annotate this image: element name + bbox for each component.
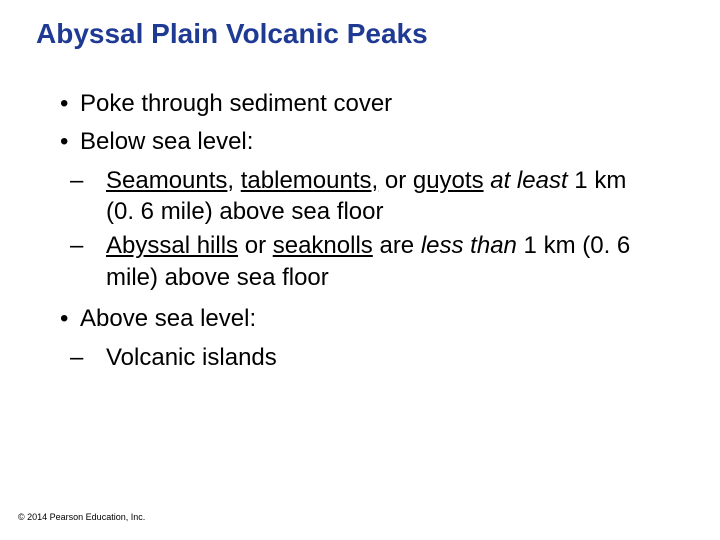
bullet-level2: –Seamounts, tablemounts, or guyots at le…	[106, 165, 684, 228]
bullet-level1: •Below sea level:	[60, 126, 684, 158]
bullet-text: Above sea level:	[80, 305, 256, 332]
text-italic: at least	[490, 167, 567, 194]
text: Volcanic islands	[106, 344, 277, 371]
bullet-dot-icon: •	[60, 303, 80, 335]
text-underline: Abyssal hills	[106, 232, 238, 259]
text: are	[373, 232, 421, 259]
text-italic: less than	[421, 232, 517, 259]
dash-icon: –	[88, 230, 106, 262]
bullet-level1: •Above sea level:	[60, 303, 684, 335]
bullet-level1: •Poke through sediment cover	[60, 88, 684, 120]
text: ,	[227, 167, 240, 194]
bullet-text: Below sea level:	[80, 128, 253, 155]
slide-title: Abyssal Plain Volcanic Peaks	[36, 18, 684, 50]
text: or	[238, 232, 273, 259]
text-underline: Seamounts	[106, 167, 227, 194]
text-underline: guyots	[413, 167, 484, 194]
copyright-text: © 2014 Pearson Education, Inc.	[18, 512, 145, 522]
bullet-dot-icon: •	[60, 88, 80, 120]
bullet-dot-icon: •	[60, 126, 80, 158]
bullet-text: Poke through sediment cover	[80, 90, 392, 117]
text-underline: tablemounts,	[241, 167, 378, 194]
text: or	[378, 167, 413, 194]
bullet-level2: –Volcanic islands	[106, 342, 684, 374]
bullet-level2: –Abyssal hills or seaknolls are less tha…	[106, 230, 684, 293]
text-underline: seaknolls	[273, 232, 373, 259]
dash-icon: –	[88, 342, 106, 374]
dash-icon: –	[88, 165, 106, 197]
